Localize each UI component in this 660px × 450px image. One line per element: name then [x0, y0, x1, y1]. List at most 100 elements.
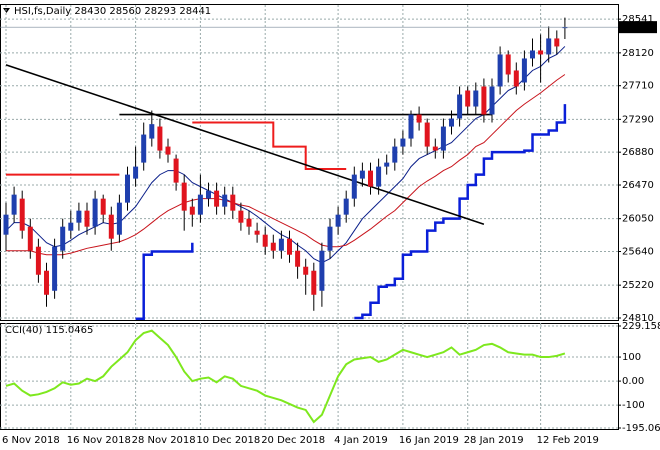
candle-body [246, 218, 252, 227]
candle-body [100, 198, 106, 215]
y-tick-label: 25640 [622, 247, 654, 258]
candle-body [440, 126, 446, 151]
y-tick-label: 100 [622, 352, 641, 363]
candle-body [408, 114, 414, 139]
candle-body [287, 238, 292, 255]
candle-body [343, 198, 349, 215]
candle-body [254, 230, 260, 235]
candle-body [449, 118, 454, 127]
candle-body [181, 182, 187, 211]
candle-body [530, 50, 535, 59]
last-price-label: 28441 [622, 22, 654, 33]
x-tick-label: 16 Nov 2018 [67, 435, 131, 446]
x-tick-label: 20 Dec 2018 [261, 435, 325, 446]
candle-body [68, 222, 74, 231]
candle-body [44, 270, 49, 295]
candle-body [270, 242, 276, 251]
candle-body [521, 58, 527, 83]
y-tick-label: 25220 [622, 280, 654, 291]
candle-body [311, 270, 317, 295]
candle-body [133, 166, 139, 179]
candle-body [3, 214, 9, 235]
candle-body [173, 158, 179, 183]
y-tick-label: 28541 [622, 14, 654, 25]
x-tick-label: 12 Feb 2019 [537, 435, 599, 446]
candle-body [351, 174, 357, 199]
cci-title: CCI(40) 115.0465 [5, 325, 93, 336]
cci-line [5, 329, 566, 424]
candle-body [473, 90, 479, 107]
candle-body [481, 86, 487, 115]
candle-body [327, 226, 333, 251]
y-tick-label: 26880 [622, 147, 654, 158]
candle-body [465, 90, 471, 107]
candle-body [400, 138, 406, 147]
candle-body [554, 38, 560, 47]
candle-body [197, 194, 203, 215]
candle-body [230, 194, 236, 211]
candle-body [92, 198, 98, 227]
y-tick-label: 26050 [622, 214, 654, 225]
y-tick-label: 229.1588 [622, 321, 660, 332]
candle-body [416, 114, 422, 123]
candle-body [513, 70, 519, 87]
candle-body [489, 86, 495, 115]
candle-body [35, 246, 41, 275]
candle-body [189, 206, 195, 215]
candle-body [27, 226, 33, 251]
candle-body [457, 94, 463, 119]
y-tick-label: 24810 [622, 313, 654, 324]
x-tick-label: 4 Jan 2019 [334, 435, 388, 446]
y-tick-label: 0.00 [622, 376, 644, 387]
candle-body [214, 190, 220, 207]
candle-body [76, 210, 82, 223]
indicator-line [135, 242, 194, 321]
x-tick-label: 6 Nov 2018 [2, 435, 60, 446]
y-tick-label: 27290 [622, 114, 654, 125]
y-tick-label: -195.0612 [622, 423, 660, 434]
candle-body [262, 234, 268, 247]
indicator-line [5, 46, 566, 264]
y-tick-label: 27710 [622, 81, 654, 92]
candle-body [238, 210, 244, 223]
candle-body [303, 266, 309, 275]
candle-body [335, 214, 341, 227]
candle-body [141, 134, 147, 163]
candle-body [60, 226, 66, 251]
candle-body [295, 250, 301, 267]
candle-body [368, 170, 373, 187]
x-tick-label: 28 Jan 2019 [464, 435, 524, 446]
candle-body [538, 50, 544, 55]
candle-body [424, 122, 430, 147]
candle-body [19, 198, 25, 231]
candle-body [108, 214, 114, 239]
y-tick-label: 26470 [622, 180, 654, 191]
candle-body [505, 54, 511, 75]
y-tick-label: 28120 [622, 48, 654, 59]
candle-body [52, 246, 58, 291]
candle-body [125, 174, 130, 203]
indicator-line [354, 104, 567, 320]
candle-body [376, 166, 382, 187]
last-price-box [619, 21, 657, 34]
candle-body [149, 124, 155, 139]
x-tick-label: 10 Dec 2018 [196, 435, 260, 446]
candle-body [165, 146, 171, 155]
candle-body [384, 162, 390, 167]
candle-body [206, 190, 211, 199]
y-tick-label: -100 [622, 400, 645, 411]
candle-body [84, 210, 90, 227]
candle-body [359, 170, 365, 179]
candle-body [278, 238, 284, 251]
candle-body [432, 146, 438, 151]
chart-title: HSI,fs,Daily 28430 28560 28293 28441 [14, 6, 211, 17]
cci-panel-frame [0, 323, 619, 430]
candle-body [11, 194, 17, 215]
candle-body [546, 38, 552, 55]
candle-body [497, 54, 503, 87]
candle-body [116, 202, 122, 235]
candle-body [319, 250, 325, 291]
candle-body [222, 194, 228, 207]
price-panel-frame [0, 4, 619, 321]
